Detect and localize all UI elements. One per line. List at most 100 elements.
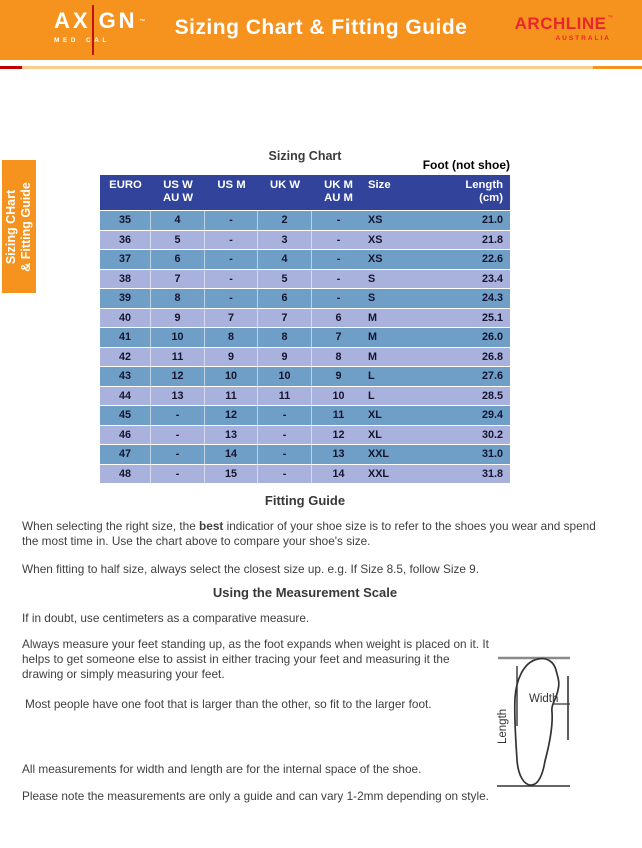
table-cell: 3 [258, 230, 312, 249]
table-cell: 45 [100, 406, 151, 425]
table-row: 35 4-2- XS 21.0 [100, 210, 510, 230]
foot-outline-icon [513, 657, 560, 786]
table-cell: - [151, 425, 205, 444]
table-cell: - [258, 425, 312, 444]
table-cell: 9 [258, 347, 312, 366]
table-cell: 48 [100, 464, 151, 483]
table-cell: 6 [335, 311, 342, 324]
table-cell: 26.0 [481, 331, 503, 343]
table-cell: 29.4 [481, 409, 503, 421]
table-cell: 14 [332, 467, 345, 480]
sizing-table: EURO US W AU W US M UK W UK M AU M Size Length (c… [100, 175, 510, 483]
table-row: 41 10 8 8 7 M 26.0 [100, 327, 510, 347]
axign-letters-right: GN [98, 8, 138, 33]
table-cell: 36 [100, 230, 151, 249]
table-cell: - [151, 464, 205, 483]
table-cell: 31.8 [481, 467, 503, 480]
bold-word: best [199, 519, 224, 533]
table-cell: 21.8 [481, 233, 503, 246]
foot-measurement-diagram: Width Length [497, 656, 570, 787]
table-cell: 46 [100, 425, 151, 444]
table-cell: 8 [335, 350, 342, 363]
table-row: 40 9 7 7 6 M 25.1 [100, 307, 510, 327]
table-cell: 12 [332, 428, 345, 441]
table-cell: 8 [258, 328, 312, 347]
table-row: 42 11 9 9 8 M 26.8 [100, 346, 510, 366]
table-cell: 38 [100, 269, 151, 288]
column-header: EURO [109, 179, 142, 191]
divider-segment-orange [593, 66, 642, 69]
table-cell: - [336, 272, 341, 285]
trademark-symbol: ™ [139, 19, 146, 25]
table-cell: 26.8 [481, 350, 503, 363]
side-tab-label: Sizing CHart & Fitting Guide [4, 181, 34, 272]
column-header: US W AU W [162, 179, 194, 204]
table-row: 45-12-11 XL 29.4 [100, 405, 510, 425]
axign-logo-line [92, 5, 94, 55]
table-cell: 7 [205, 308, 258, 327]
table-cell: 10 [151, 328, 205, 347]
fitting-guide-paragraph-2: When fitting to half size, always select… [22, 562, 480, 576]
table-cell: XL [368, 428, 382, 441]
divider-segment-pale [22, 66, 593, 69]
table-cell: 11 [332, 409, 345, 421]
table-cell: - [336, 292, 341, 304]
table-cell: 31.0 [481, 448, 503, 460]
table-cell: 47 [100, 445, 151, 464]
table-cell: 11 [258, 386, 312, 405]
table-cell: - [258, 445, 312, 464]
table-cell: 12 [205, 406, 258, 425]
archline-subtitle: AUSTRALIA [555, 35, 611, 42]
side-tab: Sizing CHart & Fitting Guide [2, 160, 36, 293]
fitting-guide-paragraph-1: When selecting the right size, the best … [22, 519, 596, 548]
table-cell: 11 [151, 347, 205, 366]
table-cell: 9 [335, 370, 342, 382]
table-cell: - [336, 253, 341, 265]
table-cell: - [205, 211, 258, 230]
table-cell: XS [368, 253, 383, 265]
header-divider [0, 66, 642, 69]
table-cell: 25.1 [481, 311, 503, 324]
table-cell: 15 [205, 464, 258, 483]
table-cell: M [368, 311, 377, 324]
table-cell: 43 [100, 367, 151, 386]
table-cell: 7 [335, 331, 342, 343]
sizing-chart-title: Sizing Chart [268, 149, 342, 163]
table-cell: 39 [100, 289, 151, 308]
table-cell: 30.2 [481, 428, 503, 441]
table-cell: L [368, 389, 375, 402]
table-cell: 4 [151, 211, 205, 230]
page-title: Sizing Chart & Fitting Guide [174, 16, 468, 39]
table-cell: 7 [258, 308, 312, 327]
axign-medical-logo: AX GN ™ MED CAL [54, 5, 146, 55]
table-cell: 9 [151, 308, 205, 327]
table-cell: 22.6 [481, 253, 503, 265]
measurement-paragraph-4: All measurements for width and length ar… [22, 762, 422, 776]
axign-letters-left: AX [54, 8, 91, 33]
table-row: 47-14-13 XXL 31.0 [100, 444, 510, 464]
foot-not-shoe-note: Foot (not shoe) [422, 158, 510, 172]
table-cell: 4 [258, 250, 312, 269]
table-cell: 6 [151, 250, 205, 269]
table-cell: - [205, 230, 258, 249]
table-cell: 2 [258, 211, 312, 230]
table-cell: 41 [100, 328, 151, 347]
table-row: 44 13 11 11 10 L 28.5 [100, 385, 510, 405]
table-cell: 8 [205, 328, 258, 347]
table-cell: 37 [100, 250, 151, 269]
table-cell: L [368, 370, 375, 382]
table-row: 39 8-6- S 24.3 [100, 288, 510, 308]
table-row: 37 6-4- XS 22.6 [100, 249, 510, 269]
table-row: 36 5-3- XS 21.8 [100, 229, 510, 249]
table-cell: 10 [332, 389, 345, 402]
table-cell: - [258, 464, 312, 483]
table-cell: XXL [368, 448, 389, 460]
divider-segment-red [0, 66, 22, 69]
column-header: Length (cm) [465, 179, 503, 204]
table-cell: 10 [258, 367, 312, 386]
axign-wordmark: AX GN ™ [54, 9, 146, 34]
table-cell: XL [368, 409, 382, 421]
table-cell: 13 [151, 386, 205, 405]
table-cell: - [258, 406, 312, 425]
